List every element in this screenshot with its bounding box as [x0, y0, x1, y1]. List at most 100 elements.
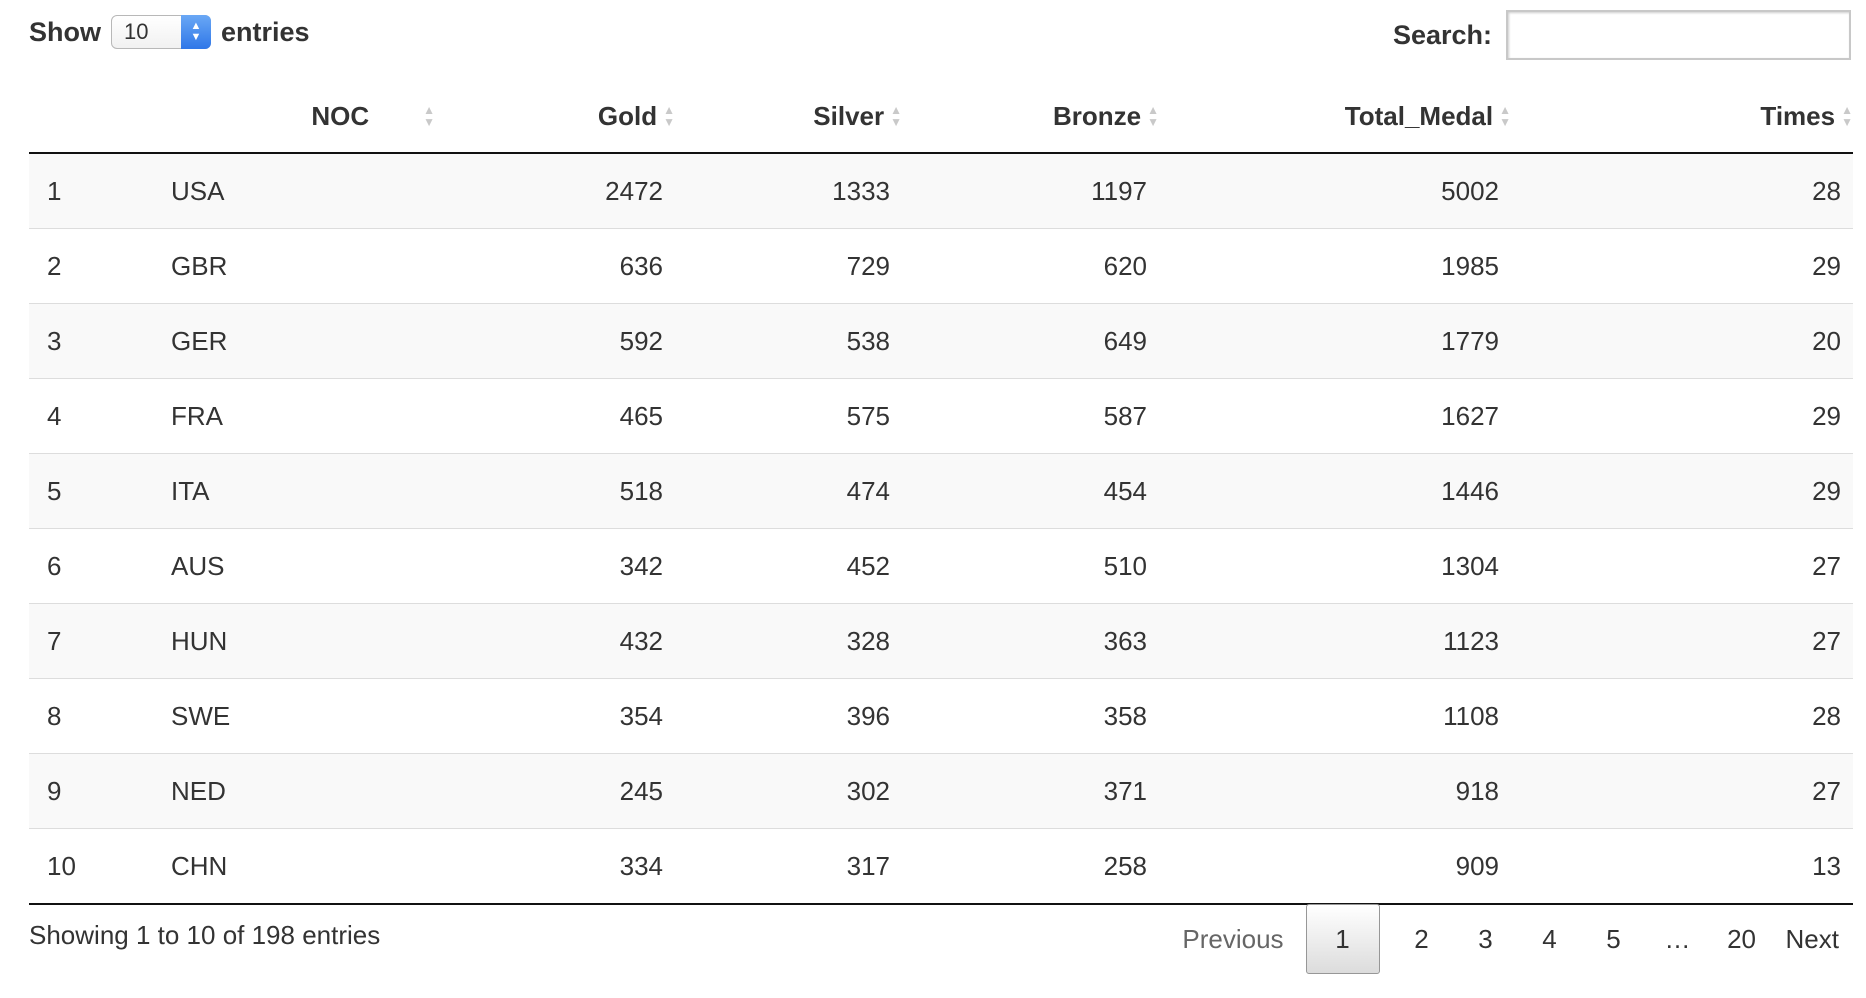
cell-noc: GBR [167, 228, 441, 304]
cell-gold: 636 [441, 228, 675, 304]
column-header-total-medal[interactable]: Total_Medal ▲ ▼ [1159, 80, 1511, 154]
column-header-index[interactable] [29, 80, 167, 154]
column-header-noc[interactable]: NOC ▲ ▼ [167, 80, 441, 154]
pagination: Previous 1 2 3 4 5 … 20 Next [1170, 904, 1851, 974]
pagination-page-1[interactable]: 1 [1305, 904, 1380, 974]
chevron-down-icon: ▼ [190, 31, 202, 43]
cell-bronze: 358 [902, 678, 1159, 754]
cell-noc: GER [167, 303, 441, 379]
cell-noc: AUS [167, 528, 441, 604]
cell-silver: 575 [675, 378, 902, 454]
cell-index: 1 [29, 153, 167, 229]
sort-icon: ▲ ▼ [1841, 104, 1853, 128]
select-stepper-icon[interactable]: ▲ ▼ [181, 15, 211, 49]
cell-index: 2 [29, 228, 167, 304]
cell-bronze: 454 [902, 453, 1159, 529]
sort-icon: ▲ ▼ [663, 104, 675, 128]
sort-down-icon: ▼ [663, 115, 675, 129]
cell-silver: 538 [675, 303, 902, 379]
cell-total-medal: 1123 [1159, 603, 1511, 679]
cell-total-medal: 1627 [1159, 378, 1511, 454]
pagination-page-20[interactable]: 20 [1727, 923, 1756, 954]
sort-up-icon: ▲ [1841, 103, 1853, 117]
table-header: NOC ▲ ▼ Gold ▲ ▼ [29, 80, 1853, 154]
cell-silver: 302 [675, 753, 902, 829]
cell-gold: 465 [441, 378, 675, 454]
sort-icon: ▲ ▼ [1147, 104, 1159, 128]
cell-silver: 474 [675, 453, 902, 529]
column-header-silver[interactable]: Silver ▲ ▼ [675, 80, 902, 154]
pagination-previous-button[interactable]: Previous [1182, 923, 1284, 954]
pagination-page-4[interactable]: 4 [1542, 923, 1557, 954]
cell-silver: 317 [675, 828, 902, 905]
cell-total-medal: 1446 [1159, 453, 1511, 529]
cell-silver: 452 [675, 528, 902, 604]
sort-up-icon: ▲ [423, 103, 435, 117]
cell-bronze: 587 [902, 378, 1159, 454]
column-header-gold[interactable]: Gold ▲ ▼ [441, 80, 675, 154]
table-row: 1 USA 2472 1333 1197 5002 28 [29, 153, 1853, 229]
column-header-bronze[interactable]: Bronze ▲ ▼ [902, 80, 1159, 154]
cell-total-medal: 1985 [1159, 228, 1511, 304]
cell-gold: 518 [441, 453, 675, 529]
search-label: Search: [1392, 19, 1492, 50]
column-header-label: NOC [311, 100, 370, 131]
cell-times: 28 [1511, 153, 1853, 229]
table-row: 5 ITA 518 474 454 1446 29 [29, 453, 1853, 529]
sort-up-icon: ▲ [663, 103, 675, 117]
table-row: 9 NED 245 302 371 918 27 [29, 753, 1853, 829]
column-header-label: Silver [813, 100, 885, 131]
search-control: Search: [1393, 10, 1851, 60]
cell-times: 29 [1511, 453, 1853, 529]
cell-times: 29 [1511, 228, 1853, 304]
column-header-label: Total_Medal [1344, 100, 1494, 131]
pagination-page-5[interactable]: 5 [1606, 923, 1621, 954]
cell-noc: NED [167, 753, 441, 829]
cell-times: 20 [1511, 303, 1853, 379]
sort-down-icon: ▼ [890, 115, 902, 129]
cell-index: 8 [29, 678, 167, 754]
cell-total-medal: 1779 [1159, 303, 1511, 379]
table-row: 7 HUN 432 328 363 1123 27 [29, 603, 1853, 679]
cell-gold: 334 [441, 828, 675, 905]
sort-up-icon: ▲ [1147, 103, 1159, 117]
column-header-times[interactable]: Times ▲ ▼ [1511, 80, 1853, 154]
cell-total-medal: 1108 [1159, 678, 1511, 754]
search-input[interactable] [1506, 10, 1851, 60]
cell-times: 27 [1511, 753, 1853, 829]
cell-bronze: 620 [902, 228, 1159, 304]
cell-index: 5 [29, 453, 167, 529]
column-header-label: Times [1760, 100, 1836, 131]
pagination-next-button[interactable]: Next [1785, 923, 1839, 954]
cell-noc: HUN [167, 603, 441, 679]
cell-bronze: 258 [902, 828, 1159, 905]
entries-per-page-select[interactable]: 10 ▲ ▼ [111, 15, 211, 49]
column-header-label: Gold [597, 100, 658, 131]
cell-silver: 729 [675, 228, 902, 304]
cell-times: 27 [1511, 603, 1853, 679]
table-row: 3 GER 592 538 649 1779 20 [29, 303, 1853, 379]
cell-gold: 592 [441, 303, 675, 379]
cell-bronze: 1197 [902, 153, 1159, 229]
table-info: Showing 1 to 10 of 198 entries [29, 920, 381, 950]
cell-index: 10 [29, 828, 167, 905]
length-label-show: Show [29, 16, 101, 47]
cell-silver: 1333 [675, 153, 902, 229]
cell-silver: 396 [675, 678, 902, 754]
cell-bronze: 363 [902, 603, 1159, 679]
sort-icon: ▲ ▼ [1499, 104, 1511, 128]
cell-noc: FRA [167, 378, 441, 454]
pagination-page-2[interactable]: 2 [1414, 923, 1429, 954]
cell-index: 6 [29, 528, 167, 604]
pagination-page-3[interactable]: 3 [1478, 923, 1493, 954]
cell-index: 3 [29, 303, 167, 379]
medal-table: NOC ▲ ▼ Gold ▲ ▼ [29, 80, 1853, 905]
cell-gold: 245 [441, 753, 675, 829]
header-row: NOC ▲ ▼ Gold ▲ ▼ [29, 80, 1853, 154]
cell-total-medal: 1304 [1159, 528, 1511, 604]
cell-total-medal: 5002 [1159, 153, 1511, 229]
cell-bronze: 510 [902, 528, 1159, 604]
chevron-up-icon: ▲ [190, 20, 202, 32]
cell-gold: 432 [441, 603, 675, 679]
